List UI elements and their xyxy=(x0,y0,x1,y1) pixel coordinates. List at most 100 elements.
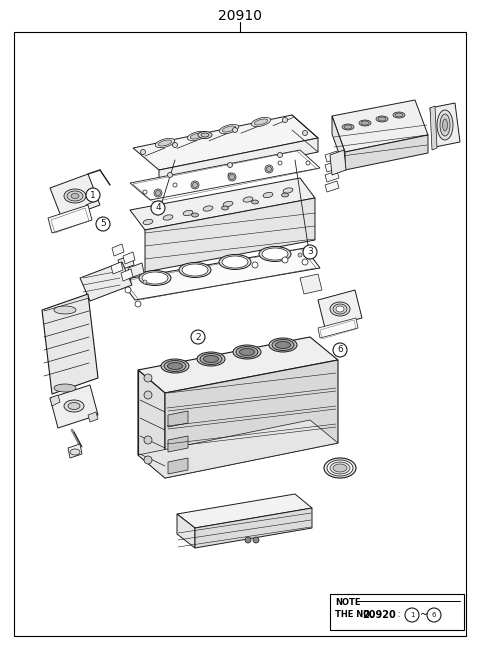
Ellipse shape xyxy=(164,360,186,371)
Circle shape xyxy=(282,257,288,263)
Ellipse shape xyxy=(233,345,261,359)
Polygon shape xyxy=(68,444,82,458)
Polygon shape xyxy=(50,174,100,219)
Circle shape xyxy=(173,183,177,187)
Circle shape xyxy=(253,537,259,543)
Circle shape xyxy=(306,161,310,165)
Polygon shape xyxy=(120,248,320,300)
Circle shape xyxy=(191,181,199,189)
Ellipse shape xyxy=(158,140,172,146)
Bar xyxy=(330,594,464,630)
Ellipse shape xyxy=(263,193,273,198)
Circle shape xyxy=(228,162,232,168)
Polygon shape xyxy=(133,115,318,170)
Ellipse shape xyxy=(344,125,352,129)
Circle shape xyxy=(298,253,302,257)
Circle shape xyxy=(232,128,238,132)
Polygon shape xyxy=(159,138,318,185)
Ellipse shape xyxy=(204,356,218,362)
Polygon shape xyxy=(318,290,362,328)
Ellipse shape xyxy=(192,213,199,217)
Circle shape xyxy=(302,259,308,265)
Circle shape xyxy=(303,245,317,259)
Polygon shape xyxy=(430,106,437,150)
Ellipse shape xyxy=(342,124,354,130)
Ellipse shape xyxy=(190,133,204,139)
Circle shape xyxy=(168,172,172,178)
Text: 5: 5 xyxy=(100,219,106,229)
Ellipse shape xyxy=(330,462,350,474)
Ellipse shape xyxy=(223,201,233,207)
Circle shape xyxy=(427,608,441,622)
Ellipse shape xyxy=(142,272,168,284)
Ellipse shape xyxy=(187,132,207,141)
Polygon shape xyxy=(325,171,339,182)
Ellipse shape xyxy=(269,338,297,352)
Ellipse shape xyxy=(243,197,253,202)
Polygon shape xyxy=(325,181,339,192)
Ellipse shape xyxy=(254,119,268,125)
Polygon shape xyxy=(130,178,315,230)
Polygon shape xyxy=(168,458,188,474)
Circle shape xyxy=(144,391,152,399)
Ellipse shape xyxy=(259,246,291,261)
Circle shape xyxy=(144,436,152,444)
Ellipse shape xyxy=(324,458,356,478)
Polygon shape xyxy=(195,508,312,548)
Circle shape xyxy=(154,189,162,197)
Ellipse shape xyxy=(395,113,403,117)
Polygon shape xyxy=(130,150,320,200)
Polygon shape xyxy=(88,412,98,422)
Circle shape xyxy=(125,287,131,293)
Polygon shape xyxy=(345,135,428,170)
Ellipse shape xyxy=(54,384,76,392)
Circle shape xyxy=(405,608,419,622)
Polygon shape xyxy=(177,494,312,528)
Text: 1: 1 xyxy=(90,191,96,200)
Ellipse shape xyxy=(437,110,453,140)
Polygon shape xyxy=(330,150,346,175)
Ellipse shape xyxy=(276,341,290,348)
Ellipse shape xyxy=(139,271,171,286)
Text: 1: 1 xyxy=(410,612,414,618)
Ellipse shape xyxy=(359,120,371,126)
Circle shape xyxy=(245,537,251,543)
Ellipse shape xyxy=(68,403,80,409)
Circle shape xyxy=(172,143,178,147)
Circle shape xyxy=(333,343,347,357)
Ellipse shape xyxy=(219,255,251,269)
Circle shape xyxy=(228,173,236,181)
Ellipse shape xyxy=(378,117,386,121)
Ellipse shape xyxy=(168,362,182,369)
Ellipse shape xyxy=(156,138,175,147)
Ellipse shape xyxy=(71,193,79,198)
Text: ~: ~ xyxy=(420,610,428,620)
Ellipse shape xyxy=(222,256,248,268)
Ellipse shape xyxy=(327,460,353,476)
Ellipse shape xyxy=(203,206,213,211)
Polygon shape xyxy=(300,274,322,294)
Ellipse shape xyxy=(443,119,447,131)
Polygon shape xyxy=(42,294,98,394)
Ellipse shape xyxy=(283,188,293,193)
Ellipse shape xyxy=(201,133,209,137)
Text: 20920: 20920 xyxy=(362,610,396,620)
Polygon shape xyxy=(111,262,123,274)
Ellipse shape xyxy=(163,215,173,220)
Ellipse shape xyxy=(336,306,344,312)
Text: 20910: 20910 xyxy=(218,9,262,23)
Circle shape xyxy=(135,301,141,307)
Ellipse shape xyxy=(200,354,222,364)
Ellipse shape xyxy=(361,121,369,125)
Ellipse shape xyxy=(221,206,228,210)
Ellipse shape xyxy=(182,264,208,276)
Ellipse shape xyxy=(219,124,239,134)
Polygon shape xyxy=(138,420,338,478)
Text: NOTE: NOTE xyxy=(335,598,360,607)
Ellipse shape xyxy=(272,339,294,350)
Circle shape xyxy=(229,174,235,179)
Ellipse shape xyxy=(222,126,236,132)
Ellipse shape xyxy=(281,193,288,197)
Text: 6: 6 xyxy=(432,612,436,618)
Ellipse shape xyxy=(333,464,347,472)
